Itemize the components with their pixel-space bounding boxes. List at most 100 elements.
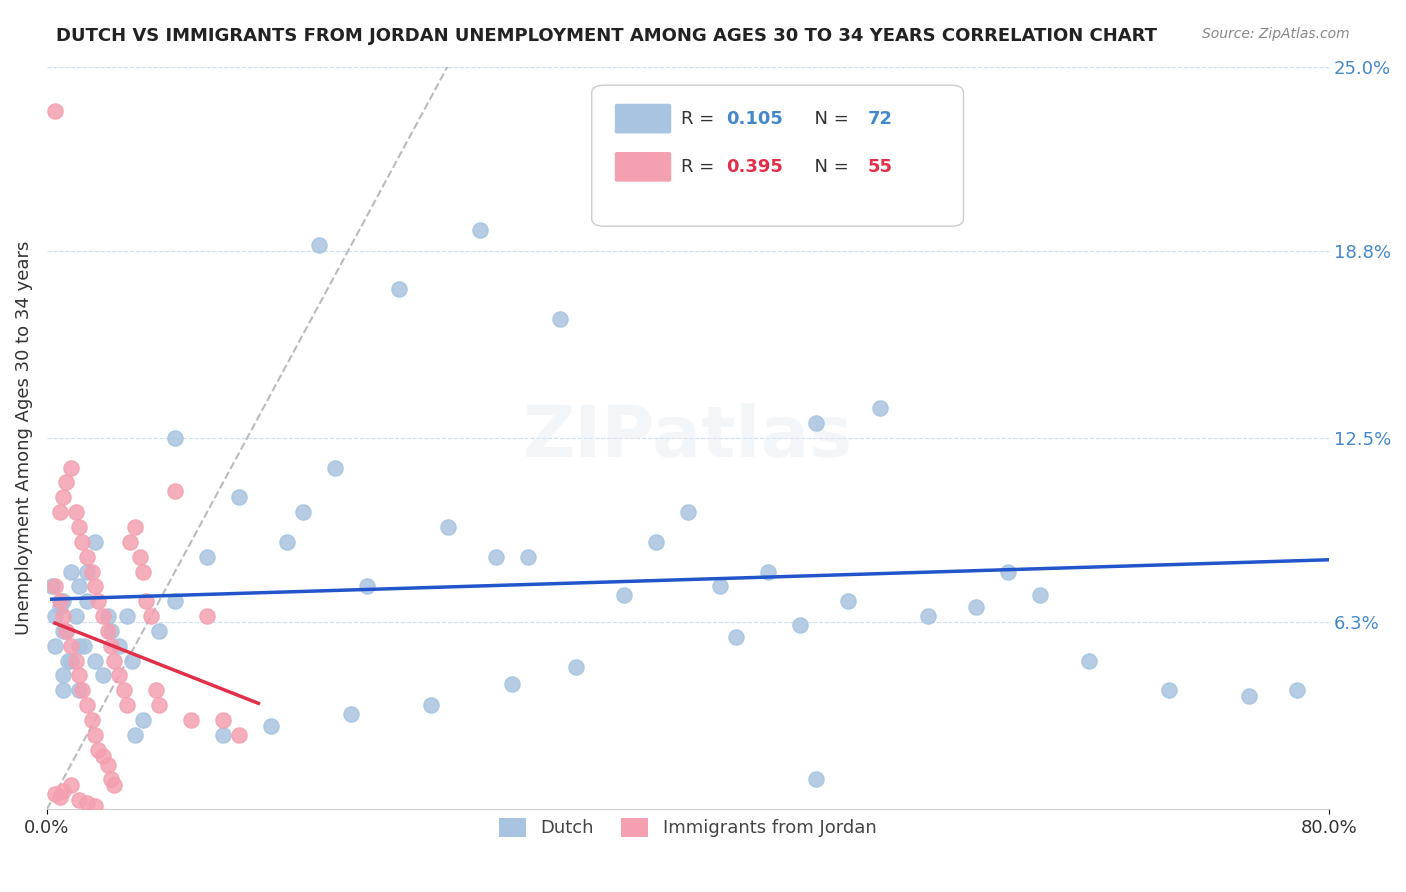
Point [52,668,75,682]
Point [195,549,218,564]
Point [67,639,90,653]
Point [76,594,98,608]
Point [108,639,131,653]
Point [44,579,66,593]
Point [65,609,87,624]
Point [516,549,538,564]
Point [52,683,75,698]
Point [804,416,827,430]
Point [548,312,571,326]
Point [48,594,70,608]
Point [325,460,347,475]
Point [80,565,103,579]
Point [292,505,315,519]
Point [112,683,135,698]
Point [52,490,75,504]
Point [97,624,120,638]
Point [121,654,143,668]
Point [180,713,202,727]
Point [917,609,939,624]
Point [108,668,131,682]
Text: R =: R = [682,158,720,176]
Point [212,713,235,727]
Point [709,579,731,593]
Text: 55: 55 [868,158,893,176]
Point [165,484,187,499]
Point [596,149,619,163]
Legend: Dutch, Immigrants from Jordan: Dutch, Immigrants from Jordan [492,811,884,845]
Text: DUTCH VS IMMIGRANTS FROM JORDAN UNEMPLOYMENT AMONG AGES 30 TO 34 YEARS CORRELATI: DUTCH VS IMMIGRANTS FROM JORDAN UNEMPLOY… [56,27,1157,45]
Text: R =: R = [682,110,720,128]
Point [212,728,235,742]
Point [195,609,218,624]
Point [148,698,170,713]
Point [356,579,378,593]
Point [84,579,107,593]
Point [80,713,103,727]
Point [276,534,298,549]
Point [228,728,250,742]
Point [48,790,70,805]
Point [115,698,138,713]
Text: 72: 72 [868,110,893,128]
Point [676,505,699,519]
Point [139,609,162,624]
Point [67,683,90,698]
Point [135,594,157,608]
Point [87,594,110,608]
Text: N =: N = [803,158,855,176]
Point [724,630,747,644]
Point [65,654,87,668]
Point [340,707,363,722]
Point [165,431,187,445]
Point [468,223,491,237]
Point [52,609,75,624]
Point [84,799,107,814]
Point [644,534,666,549]
Text: 0.395: 0.395 [727,158,783,176]
Point [84,728,107,742]
Point [132,713,155,727]
Point [76,565,98,579]
Point [52,624,75,638]
Point [132,565,155,579]
Point [84,534,107,549]
Point [789,618,811,632]
Point [41,579,63,593]
Text: ZIPatlas: ZIPatlas [523,403,853,473]
Point [564,659,586,673]
Point [388,282,411,296]
Point [1237,690,1260,704]
Point [228,490,250,504]
Point [59,460,82,475]
Point [55,624,77,638]
Point [52,594,75,608]
Point [91,609,114,624]
Point [124,520,146,534]
Point [100,772,122,787]
Point [87,743,110,757]
Point [67,579,90,593]
Point [48,600,70,615]
Text: N =: N = [803,110,855,128]
Point [59,778,82,792]
Point [48,505,70,519]
Text: Source: ZipAtlas.com: Source: ZipAtlas.com [1202,27,1350,41]
Point [100,624,122,638]
Point [124,728,146,742]
Point [1077,654,1099,668]
Point [56,654,79,668]
Point [965,600,987,615]
Point [869,401,891,416]
Point [260,719,283,733]
FancyBboxPatch shape [614,152,671,182]
Point [97,609,120,624]
Point [84,654,107,668]
Point [100,639,122,653]
Point [76,698,98,713]
Point [501,677,523,691]
Point [103,654,125,668]
Point [756,565,779,579]
Point [1285,683,1308,698]
Point [128,549,150,564]
